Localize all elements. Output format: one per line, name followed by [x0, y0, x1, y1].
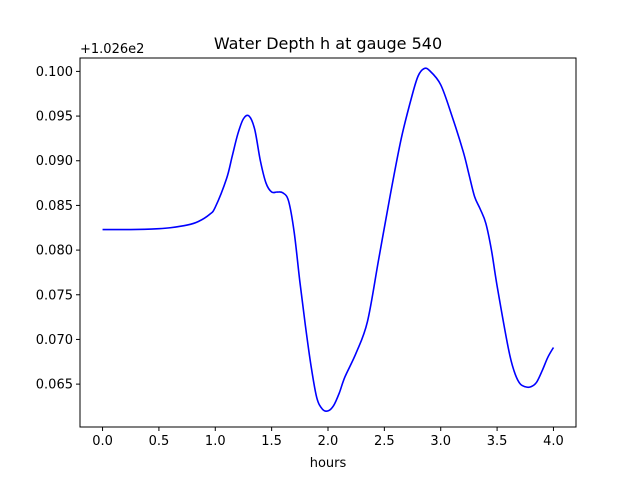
x-tick-label: 3.5 [487, 434, 508, 449]
plot-area: 0.0 0.5 1.0 1.5 2.0 2.5 3.0 3.5 4.0 0.0650.0700.… [36, 57, 577, 449]
y-tick-label: 0.090 [36, 154, 73, 169]
y-tick-label: 0.095 [36, 110, 73, 125]
x-tick-label: 4.0 [543, 434, 564, 449]
y-tick-label: 0.085 [36, 199, 73, 214]
x-tick-label: 1.0 [205, 434, 226, 449]
y-axis-offset-label: +1.026e2 [80, 42, 144, 57]
x-tick-label: 2.0 [318, 434, 339, 449]
y-tick-label: 0.100 [36, 65, 73, 80]
x-tick-label: 3.0 [430, 434, 451, 449]
x-tick-label: 0.5 [149, 434, 170, 449]
x-tick-label: 0.0 [92, 434, 113, 449]
x-axis-label: hours [310, 456, 347, 471]
y-tick-label: 0.070 [36, 333, 73, 348]
series-line [102, 67, 555, 413]
y-tick-label: 0.080 [36, 244, 73, 259]
y-tick-label: 0.065 [36, 378, 73, 393]
y-axis-ticks: 0.065 0.070 0.075 0.080 0.085 0.090 0.095 0.100 [36, 65, 80, 393]
x-axis-ticks: 0.0 0.5 1.0 1.5 2.0 2.5 3.0 3.5 4.0 [92, 427, 564, 449]
series-layer [102, 67, 555, 413]
x-tick-label: 1.5 [261, 434, 282, 449]
chart-title: Water Depth h at gauge 540 [214, 34, 442, 53]
y-tick-label: 0.075 [36, 288, 73, 303]
x-tick-label: 2.5 [374, 434, 395, 449]
